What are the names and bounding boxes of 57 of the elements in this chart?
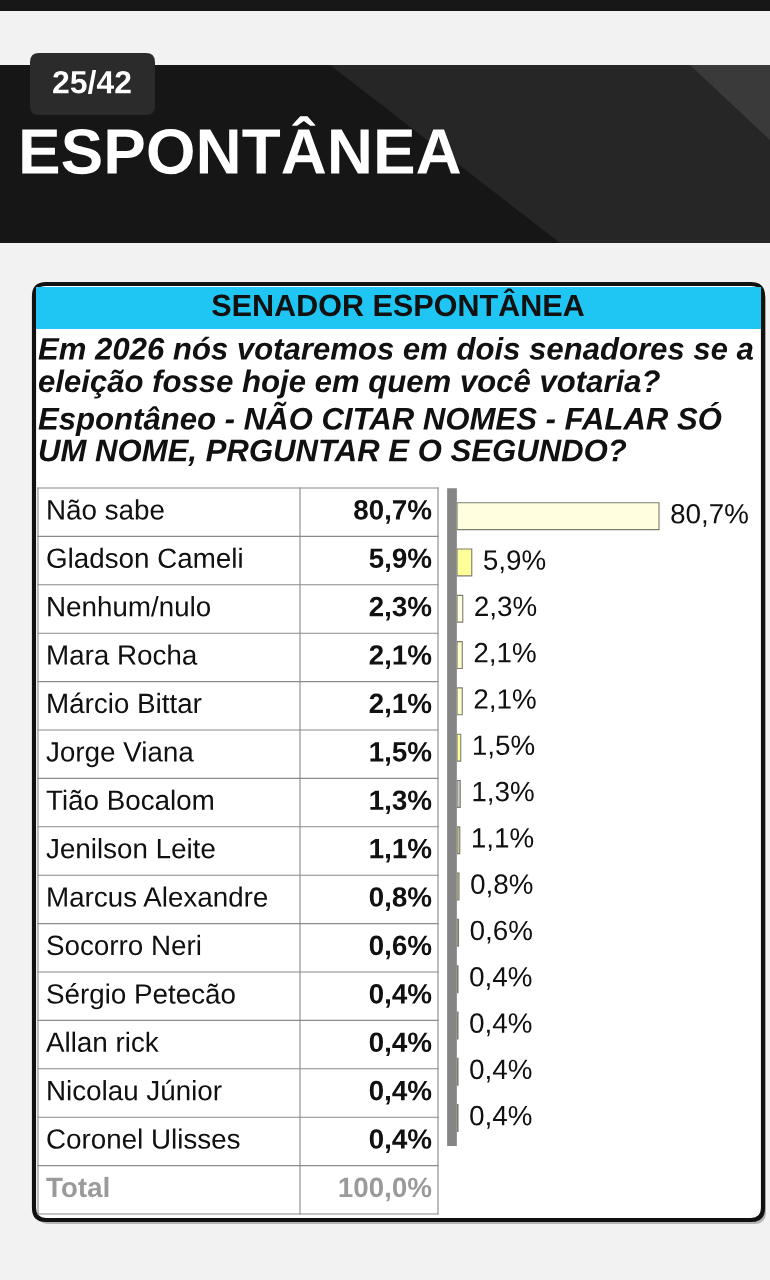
text: 1,3%	[473, 781, 534, 805]
y-tick-label: Socorro Neri	[47, 934, 201, 956]
data-label: 2,1%	[369, 693, 432, 718]
text: 1,5%	[473, 735, 535, 759]
data-label: 0,6%	[369, 935, 432, 960]
data-label: 2,3%	[369, 596, 432, 621]
text: 0,4%	[470, 1013, 532, 1037]
bar	[457, 594, 464, 623]
data-label: 0,4%	[369, 1032, 432, 1057]
text: 1,1%	[472, 828, 534, 851]
bar	[457, 779, 461, 808]
data-label: 1,3%	[370, 790, 432, 815]
bar	[457, 872, 460, 901]
y-tick-label: Mara Rocha	[48, 644, 198, 665]
y-tick-label: Márcio Bittar	[48, 692, 202, 714]
chart-title: SENADOR ESPONTÂNEA	[212, 288, 584, 317]
y-tick-label: Não sabe	[48, 499, 164, 520]
text: 5,9%	[483, 550, 546, 574]
y-tick-label: Coronel Ulisses	[47, 1128, 240, 1149]
y-tick-label: Marcus Alexandre	[48, 886, 268, 907]
bar	[457, 733, 462, 762]
text: 80,7%	[671, 503, 748, 527]
chart-subtitle: Em 2026 nós votaremos em dois senadores se a eleição fosse hoje em quem você votaria? Espontâneo - NÃO CITAR NOMES - FALAR SÓ UM NOME, PRGUNTAR E O SEGUNDO?	[38, 336, 753, 467]
text: ESPONTÂNEA	[22, 116, 461, 175]
text: 100,0%	[339, 1177, 432, 1202]
text: 2,1%	[474, 689, 536, 713]
data-label: 1,5%	[370, 742, 432, 766]
text: Total	[46, 1176, 109, 1198]
y-tick-label: Jorge Viana	[46, 741, 194, 768]
data-label: 0,4%	[369, 983, 432, 1008]
text: 0,6%	[470, 920, 532, 944]
data-label: 0,4%	[369, 1080, 432, 1105]
bar	[457, 687, 463, 716]
text: 0,4%	[470, 1105, 532, 1129]
data-label: 1,1%	[370, 838, 432, 863]
data-label: 80,7%	[354, 499, 432, 524]
text: 25/42	[53, 70, 131, 94]
data-label: 0,8%	[369, 887, 432, 911]
data-label: 5,9%	[369, 548, 432, 573]
bar	[457, 502, 660, 531]
y-tick-label: Nenhum/nulo	[48, 596, 211, 617]
text: 0,8%	[471, 874, 533, 898]
y-tick-label: Tião Bocalom	[46, 789, 213, 811]
y-tick-label: Allan rick	[46, 1031, 159, 1053]
bar	[457, 548, 473, 577]
bar	[457, 826, 461, 855]
text: 2,3%	[475, 596, 537, 620]
data-label: 2,1%	[369, 645, 432, 669]
y-tick-label: Sérgio Petecão	[47, 983, 235, 1010]
text: 2,1%	[474, 642, 536, 666]
y-tick-label: Gladson Cameli	[47, 547, 242, 569]
y-tick-label: Jenilson Leite	[46, 838, 215, 859]
text: 0,4%	[470, 966, 532, 990]
y-tick-label: Nicolau Júnior	[48, 1079, 222, 1101]
data-label: 0,4%	[369, 1129, 432, 1153]
bar	[457, 641, 463, 670]
text: 0,4%	[470, 1059, 532, 1083]
